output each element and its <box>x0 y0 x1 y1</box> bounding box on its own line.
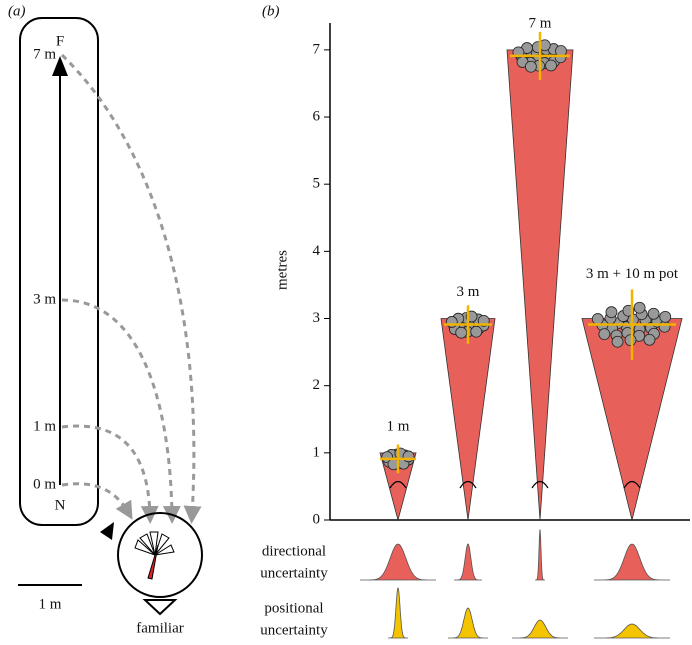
y-tick-label: 3 <box>313 310 321 326</box>
directional-curve <box>535 528 545 581</box>
panel-b: (b) metres <box>262 3 290 290</box>
y-tick-label: 5 <box>313 176 321 192</box>
y-tick-label: 1 <box>313 444 321 460</box>
row-label: positional <box>264 600 323 616</box>
category-label: 7 m <box>529 15 552 31</box>
point-cluster <box>633 301 646 314</box>
point-cluster <box>643 333 656 346</box>
distance-label: 0 m <box>33 476 56 492</box>
positional-curve <box>512 619 568 639</box>
point-cluster <box>524 60 537 73</box>
distance-label: 1 m <box>33 418 56 434</box>
row-label: directional <box>262 543 326 559</box>
cone-arc <box>459 480 477 489</box>
category-label: 1 m <box>387 418 410 434</box>
point-cluster <box>598 328 611 341</box>
point-cluster <box>591 313 604 325</box>
spread-arrows <box>444 305 492 344</box>
positional-curve <box>594 623 670 639</box>
category-label: 3 m <box>457 284 480 300</box>
y-tick-label: 6 <box>313 108 321 124</box>
point-cluster <box>624 334 637 347</box>
panel-a: (a) F N 7 m 3 m 1 m 0 m 1 m familiar <box>8 3 203 636</box>
row-label: uncertainty <box>260 622 328 638</box>
site-marker <box>142 599 178 616</box>
directional-curve <box>594 543 670 581</box>
site-label: familiar <box>136 620 183 636</box>
point-cluster <box>402 450 415 463</box>
point-cluster <box>611 335 624 348</box>
release-site <box>117 512 203 598</box>
y-tick-label: 7 <box>313 41 321 57</box>
point-cluster <box>605 306 618 319</box>
cone-arc <box>389 480 407 489</box>
route-arrow <box>52 56 68 76</box>
point-cluster <box>658 320 671 333</box>
feeder-label: F <box>56 33 64 49</box>
marker <box>100 522 114 540</box>
row-label: uncertainty <box>260 565 328 581</box>
panel-label: (b) <box>262 3 280 19</box>
point-cluster <box>545 59 557 72</box>
y-axis-label: metres <box>274 250 290 290</box>
directional-curve <box>360 543 436 581</box>
cone <box>440 318 496 521</box>
nest-label: N <box>55 497 66 513</box>
positional-curve <box>448 607 488 639</box>
y-tick-label: 0 <box>313 511 321 527</box>
panel-label: (a) <box>8 3 26 19</box>
directional-curve <box>454 543 482 581</box>
cone-arc <box>623 480 641 489</box>
y-tick-label: 2 <box>313 377 321 393</box>
spread-arrows <box>380 444 416 474</box>
category-label: 3 m + 10 m pot <box>586 266 679 282</box>
release-paths <box>60 53 202 524</box>
point-cluster <box>659 310 672 323</box>
distance-label: 3 m <box>33 291 56 307</box>
cone <box>506 49 574 521</box>
spread-arrows <box>588 289 676 360</box>
point-cluster <box>445 316 458 328</box>
positional-curve <box>388 587 408 639</box>
scale-label: 1 m <box>39 596 62 612</box>
arena <box>19 17 99 526</box>
distance-label: 7 m <box>33 46 56 62</box>
heading-fan <box>134 531 175 580</box>
point-cluster <box>470 325 483 338</box>
point-cluster <box>647 307 660 320</box>
y-tick-label: 4 <box>313 243 321 259</box>
cone-arc <box>531 480 549 489</box>
spread-arrows <box>510 31 570 80</box>
point-cluster <box>455 326 468 339</box>
